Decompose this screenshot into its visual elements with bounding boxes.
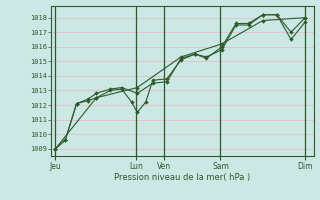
- X-axis label: Pression niveau de la mer( hPa ): Pression niveau de la mer( hPa ): [114, 173, 251, 182]
